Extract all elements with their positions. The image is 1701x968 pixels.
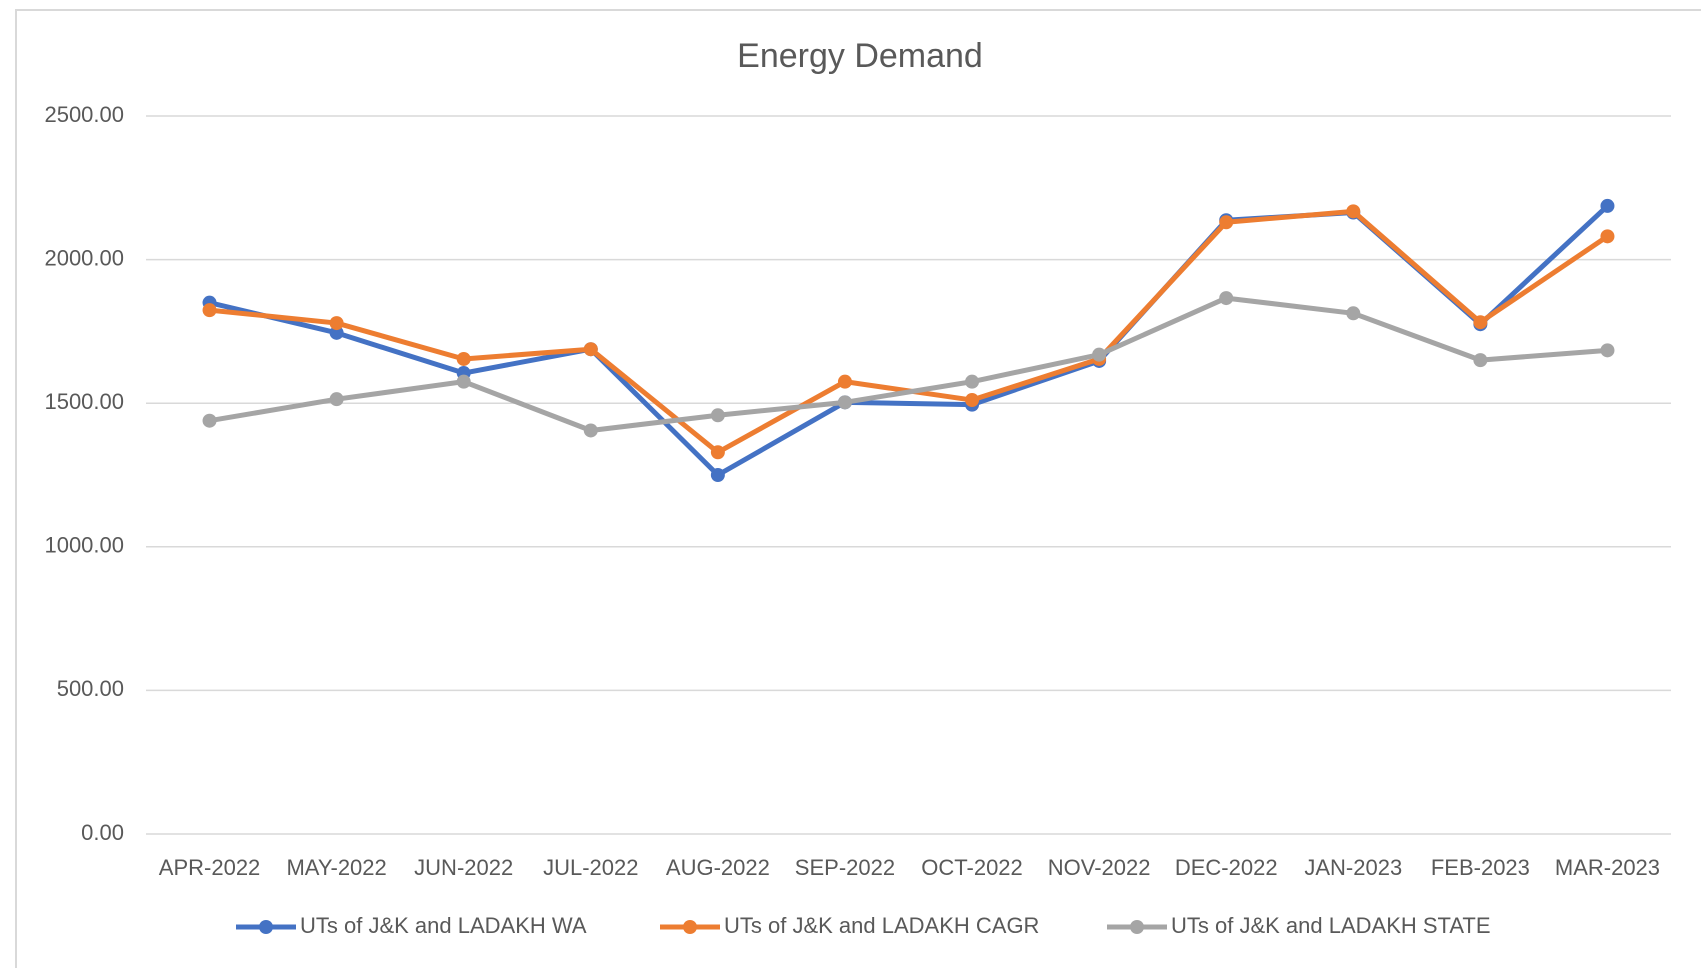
chart-frame (15, 9, 1701, 968)
x-tick-label: JUL-2022 (543, 855, 638, 880)
data-point (1600, 198, 1615, 213)
data-point (202, 303, 217, 318)
data-point (456, 351, 471, 366)
series-line (209, 295, 1608, 433)
data-point (1346, 306, 1361, 321)
legend-marker (1130, 920, 1144, 934)
x-tick-label: AUG-2022 (666, 855, 770, 880)
data-point (329, 392, 344, 407)
x-tick-label: APR-2022 (159, 855, 261, 880)
x-tick-label: MAR-2023 (1555, 855, 1660, 880)
data-point (710, 408, 725, 423)
y-tick-label: 2000.00 (44, 245, 124, 270)
data-point (329, 325, 344, 340)
legend-marker (259, 920, 273, 934)
y-tick-label: 500.00 (57, 676, 124, 701)
y-tick-label: 1500.00 (44, 389, 124, 414)
x-tick-label: JAN-2023 (1304, 855, 1402, 880)
series-line (208, 204, 1610, 478)
x-tick-label: MAY-2022 (286, 855, 386, 880)
data-point (837, 374, 852, 389)
legend-label: UTs of J&K and LADAKH STATE (1171, 913, 1491, 938)
y-tick-label: 1000.00 (44, 533, 124, 558)
x-tick-label: OCT-2022 (921, 855, 1023, 880)
y-tick-label: 2500.00 (44, 102, 124, 127)
data-point (202, 413, 217, 428)
x-tick-label: DEC-2022 (1175, 855, 1278, 880)
x-tick-label: NOV-2022 (1048, 855, 1151, 880)
data-point (1219, 215, 1234, 230)
data-point (1473, 353, 1488, 368)
x-tick-label: FEB-2023 (1431, 855, 1530, 880)
legend-label: UTs of J&K and LADAKH WA (300, 913, 587, 938)
chart-title: Energy Demand (737, 37, 983, 75)
data-point (1600, 229, 1615, 244)
data-point (329, 316, 344, 331)
x-tick-label: SEP-2022 (795, 855, 895, 880)
legend-marker (683, 920, 697, 934)
data-point (1219, 291, 1234, 306)
data-point (583, 342, 598, 357)
data-point (456, 374, 471, 389)
legend-label: UTs of J&K and LADAKH CAGR (724, 913, 1039, 938)
data-point (837, 395, 852, 410)
data-point (1092, 347, 1107, 362)
x-tick-label: JUN-2022 (414, 855, 513, 880)
data-point (1600, 343, 1615, 358)
data-point (965, 374, 980, 389)
data-point (1473, 315, 1488, 330)
data-point (710, 468, 725, 482)
data-point (1346, 204, 1361, 219)
data-point (710, 445, 725, 460)
y-tick-label: 0.00 (81, 820, 124, 845)
data-point (583, 423, 598, 438)
data-point (965, 393, 980, 408)
